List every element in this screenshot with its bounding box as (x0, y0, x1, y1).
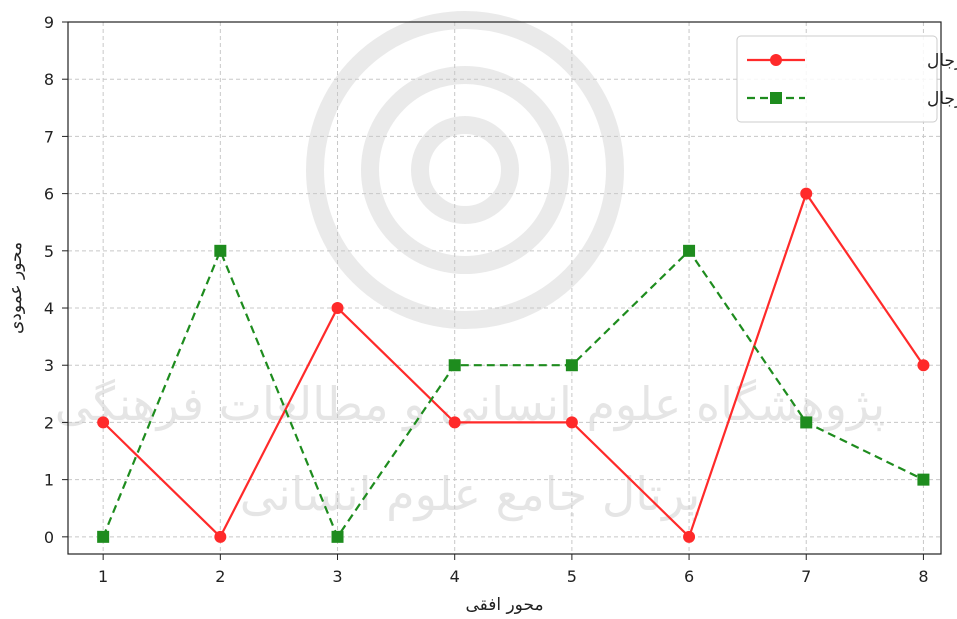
y-tick-label: 1 (44, 471, 54, 490)
y-tick-label: 9 (44, 13, 54, 32)
y-tick-label: 5 (44, 242, 54, 261)
series-point (917, 473, 930, 486)
series-line (102, 191, 925, 539)
series-point (917, 359, 930, 372)
watermark-text-2: پرتال جامع علوم انسانی (240, 467, 701, 522)
x-tick-label: 3 (332, 567, 342, 586)
y-tick-label: 8 (44, 70, 54, 89)
legend-label: معايب الرجال (927, 89, 957, 109)
series-point (800, 416, 813, 429)
x-tick-label: 4 (450, 567, 460, 586)
series-point (214, 244, 227, 257)
y-axis: 0 1 2 3 4 5 6 7 8 9 (44, 13, 68, 547)
series-point (800, 187, 813, 200)
legend: تاديب الرجال معايب الرجال (736, 35, 957, 123)
series-point (565, 359, 578, 372)
series-point (448, 359, 461, 372)
y-axis-title: محور عمودی (6, 242, 26, 334)
x-tick-label: 5 (567, 567, 577, 586)
y-tick-label: 2 (44, 413, 54, 432)
series-line (102, 247, 924, 540)
series-point (565, 416, 578, 429)
series-2 (97, 244, 930, 543)
watermark-logo: پژوهشگاه علوم انسانی و مطالعات فرهنگی پر… (55, 11, 885, 522)
series-layer (97, 187, 930, 543)
y-tick-label: 3 (44, 356, 54, 375)
y-tick-label: 4 (44, 299, 54, 318)
series-1 (97, 187, 930, 543)
y-tick-label: 0 (44, 528, 54, 547)
x-axis: 1 2 3 4 5 6 7 8 (98, 554, 929, 586)
x-tick-label: 2 (215, 567, 225, 586)
legend-box (736, 35, 938, 123)
series-point (770, 54, 782, 66)
watermark-text-1: پژوهشگاه علوم انسانی و مطالعات فرهنگی (55, 377, 885, 432)
x-tick-label: 1 (98, 567, 108, 586)
plot-frame (67, 21, 942, 555)
series-point (214, 530, 227, 543)
series-point (683, 530, 696, 543)
x-axis-title: محور افقی (465, 595, 543, 615)
x-tick-label: 7 (801, 567, 811, 586)
series-point (331, 302, 344, 315)
x-tick-label: 8 (918, 567, 928, 586)
series-point (683, 244, 696, 257)
x-tick-label: 6 (684, 567, 694, 586)
series-point (97, 416, 110, 429)
series-point (770, 92, 782, 104)
series-point (331, 530, 344, 543)
series-point (448, 416, 461, 429)
legend-label: تاديب الرجال (927, 51, 957, 71)
y-tick-label: 6 (44, 185, 54, 204)
series-point (97, 530, 110, 543)
y-tick-label: 7 (44, 127, 54, 146)
